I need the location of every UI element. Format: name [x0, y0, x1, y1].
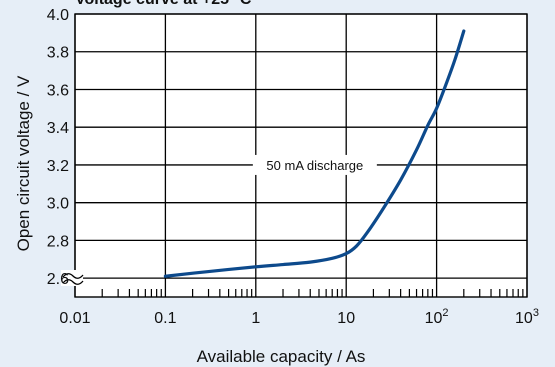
x-tick-label: 0.1	[154, 310, 176, 327]
y-tick-label: 4.0	[47, 7, 69, 24]
x-tick-label: 10	[337, 310, 355, 327]
series-annotation: 50 mA discharge	[266, 158, 363, 173]
x-tick-exponent: 2	[442, 307, 448, 319]
x-tick-base: 10	[337, 310, 355, 327]
y-tick-label: 2.6	[47, 271, 69, 288]
x-tick-base: 10	[425, 310, 443, 327]
y-tick-label: 3.8	[47, 45, 69, 62]
annotation-box	[252, 154, 377, 175]
y-tick-label: 2.8	[47, 233, 69, 250]
x-axis-title: Available capacity / As	[197, 347, 366, 366]
axis-break-line	[62, 279, 84, 285]
x-tick-base: 0.1	[154, 310, 176, 327]
plot-frame	[74, 13, 528, 298]
x-tick-label: 103	[515, 307, 539, 327]
y-tick-label: 3.6	[47, 82, 69, 99]
y-tick-label: 3.4	[47, 120, 69, 137]
x-tick-label: 102	[425, 307, 449, 327]
x-tick-base: 0.01	[59, 310, 90, 327]
x-tick-base: 10	[515, 310, 533, 327]
chart-title: Voltage curve at +25 °C	[75, 0, 252, 8]
x-tick-label: 1	[251, 310, 260, 327]
x-tick-label: 0.01	[59, 310, 90, 327]
y-tick-label: 3.0	[47, 196, 69, 213]
x-tick-exponent: 3	[533, 307, 539, 319]
x-tick-base: 1	[251, 310, 260, 327]
y-tick-label: 3.2	[47, 158, 69, 175]
axis-break-line	[62, 273, 84, 279]
y-axis-title: Open circuit voltage / V	[14, 75, 33, 251]
series-line	[163, 29, 466, 278]
